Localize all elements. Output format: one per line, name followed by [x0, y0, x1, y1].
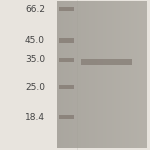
- Text: 25.0: 25.0: [25, 82, 45, 91]
- Bar: [58, 7, 74, 11]
- Bar: [58, 58, 74, 62]
- Text: 18.4: 18.4: [25, 112, 45, 122]
- Bar: [58, 38, 74, 43]
- Text: 45.0: 45.0: [25, 36, 45, 45]
- Bar: [81, 59, 132, 65]
- Bar: [58, 85, 74, 89]
- Text: 35.0: 35.0: [25, 56, 45, 64]
- Bar: [58, 115, 74, 119]
- Text: 66.2: 66.2: [25, 4, 45, 14]
